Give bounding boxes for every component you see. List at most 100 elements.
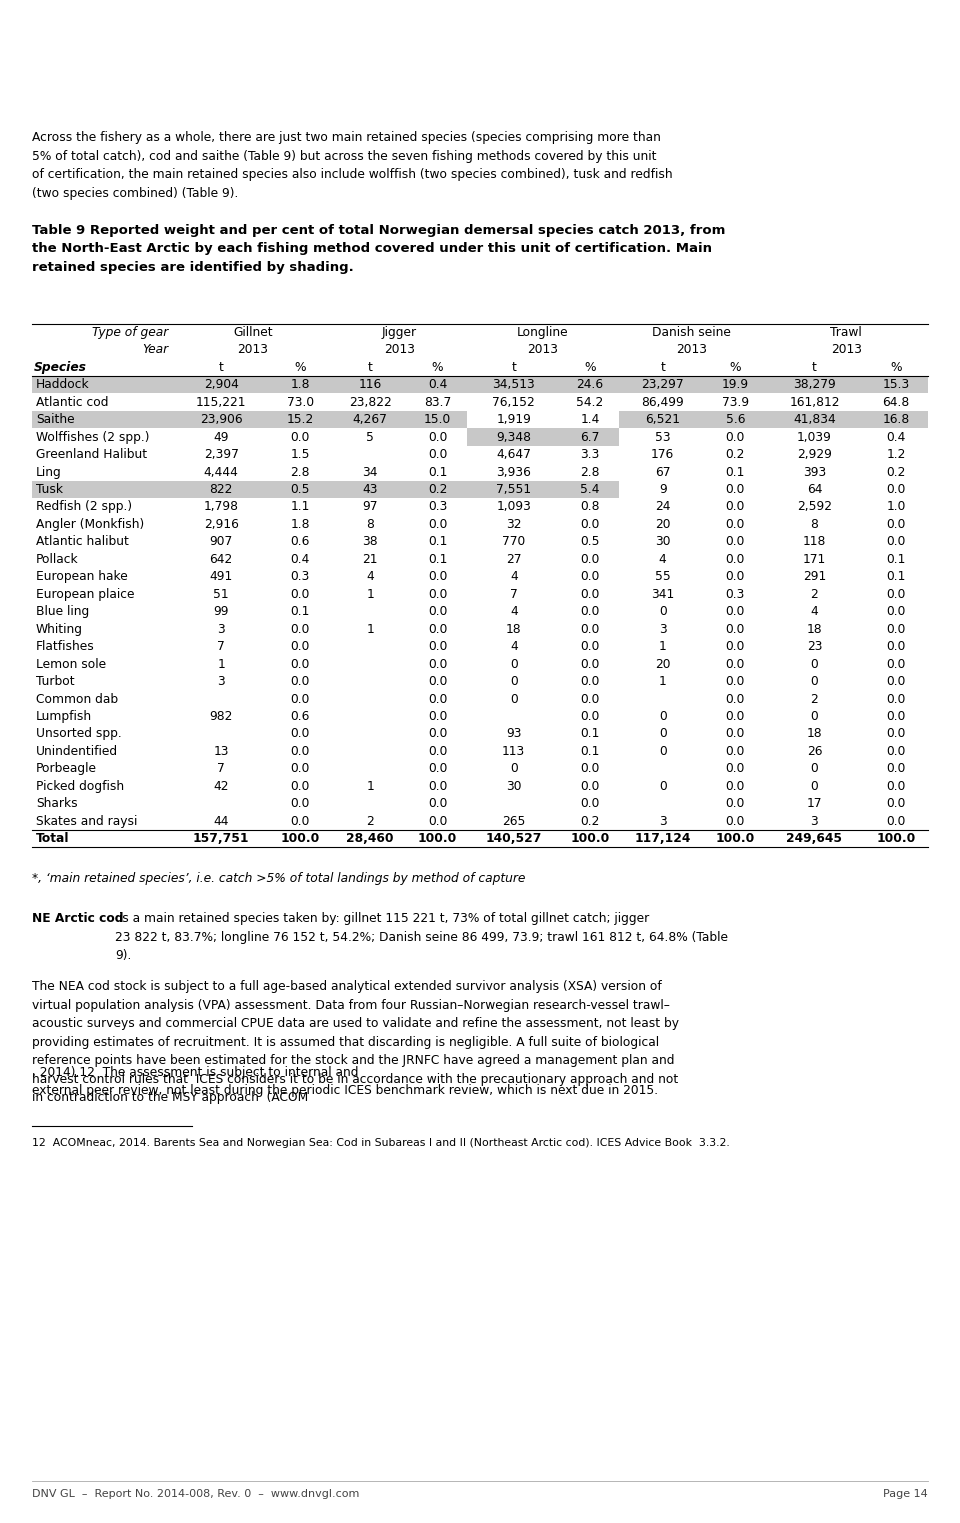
Text: 0.0: 0.0 — [726, 536, 745, 548]
Text: 93: 93 — [506, 728, 521, 740]
Text: 0.0: 0.0 — [726, 763, 745, 775]
Text: 2013: 2013 — [527, 343, 559, 356]
Text: 18: 18 — [806, 623, 823, 635]
Text: 1.4: 1.4 — [581, 413, 600, 426]
Text: 0.4: 0.4 — [291, 553, 310, 567]
Text: Ling: Ling — [36, 466, 61, 478]
Text: 1: 1 — [367, 780, 374, 793]
Text: 0.0: 0.0 — [581, 658, 600, 670]
Text: 6.7: 6.7 — [581, 431, 600, 443]
Text: 0.0: 0.0 — [726, 815, 745, 829]
Text: Flatfishes: Flatfishes — [36, 640, 95, 653]
Text: 770: 770 — [502, 536, 525, 548]
Text: 822: 822 — [209, 483, 233, 496]
Text: 157,751: 157,751 — [193, 832, 250, 845]
Bar — [467, 376, 561, 393]
Text: 0.0: 0.0 — [428, 798, 447, 810]
Text: 23: 23 — [806, 640, 822, 653]
Text: 7,551: 7,551 — [496, 483, 531, 496]
Text: 0.1: 0.1 — [428, 536, 447, 548]
Text: Total: Total — [36, 832, 69, 845]
Text: Sharks: Sharks — [36, 798, 78, 810]
Text: 0.0: 0.0 — [428, 640, 447, 653]
Text: 0.0: 0.0 — [581, 605, 600, 618]
Text: 0: 0 — [510, 763, 517, 775]
Bar — [619, 411, 707, 428]
Text: 117,124: 117,124 — [635, 832, 691, 845]
Text: 0.0: 0.0 — [581, 763, 600, 775]
Bar — [467, 428, 561, 446]
Bar — [561, 481, 619, 498]
Text: t: t — [219, 361, 224, 373]
Text: 6,521: 6,521 — [645, 413, 681, 426]
Text: 0.0: 0.0 — [291, 640, 310, 653]
Text: Atlantic cod: Atlantic cod — [36, 396, 108, 408]
Text: 113: 113 — [502, 745, 525, 758]
Text: 2013: 2013 — [830, 343, 862, 356]
Text: 0.0: 0.0 — [726, 483, 745, 496]
Text: 0.0: 0.0 — [581, 693, 600, 705]
Text: 0.6: 0.6 — [291, 710, 310, 723]
Text: 0.0: 0.0 — [726, 605, 745, 618]
Text: DNV GL  –  Report No. 2014-008, Rev. 0  –  www.dnvgl.com: DNV GL – Report No. 2014-008, Rev. 0 – w… — [32, 1489, 359, 1499]
Bar — [269, 411, 332, 428]
Text: 4: 4 — [659, 553, 666, 567]
Text: t: t — [512, 361, 516, 373]
Bar — [764, 411, 864, 428]
Text: 8: 8 — [810, 518, 818, 532]
Text: 20: 20 — [655, 518, 670, 532]
Text: Blue ling: Blue ling — [36, 605, 89, 618]
Text: 51: 51 — [213, 588, 229, 600]
Text: 97: 97 — [363, 501, 378, 513]
Text: Type of gear: Type of gear — [92, 326, 168, 338]
Text: *, ‘main retained species’, i.e. catch >5% of total landings by method of captur: *, ‘main retained species’, i.e. catch >… — [32, 873, 525, 885]
Text: 19.9: 19.9 — [722, 378, 749, 391]
Text: 1,798: 1,798 — [204, 501, 239, 513]
Text: 2,904: 2,904 — [204, 378, 239, 391]
Text: 0.0: 0.0 — [291, 623, 310, 635]
Text: Atlantic halibut: Atlantic halibut — [36, 536, 129, 548]
Text: 0.0: 0.0 — [291, 798, 310, 810]
Text: 0: 0 — [810, 658, 818, 670]
Text: 0: 0 — [510, 693, 517, 705]
Text: is a main retained species taken by: gillnet 115 221 t, 73% of total gillnet cat: is a main retained species taken by: gil… — [115, 912, 728, 963]
Text: 23,297: 23,297 — [641, 378, 684, 391]
Text: 18: 18 — [506, 623, 521, 635]
Text: 0.0: 0.0 — [428, 588, 447, 600]
Text: 1.8: 1.8 — [291, 378, 310, 391]
Text: 291: 291 — [803, 570, 826, 583]
Text: 1.1: 1.1 — [291, 501, 310, 513]
Text: 3: 3 — [659, 815, 666, 829]
Text: 0.0: 0.0 — [291, 588, 310, 600]
Text: 0.0: 0.0 — [886, 518, 906, 532]
Text: European plaice: European plaice — [36, 588, 134, 600]
Text: 0.0: 0.0 — [886, 815, 906, 829]
Text: NE Arctic cod: NE Arctic cod — [32, 912, 124, 926]
Text: 0.0: 0.0 — [581, 675, 600, 688]
Text: 100.0: 100.0 — [876, 832, 916, 845]
Text: 0.1: 0.1 — [428, 466, 447, 478]
Text: 0.0: 0.0 — [291, 693, 310, 705]
Text: 16.8: 16.8 — [882, 413, 910, 426]
Text: 0.1: 0.1 — [886, 553, 906, 567]
Text: 76,152: 76,152 — [492, 396, 535, 408]
Text: 393: 393 — [803, 466, 826, 478]
Text: Across the fishery as a whole, there are just two main retained species (species: Across the fishery as a whole, there are… — [32, 131, 673, 200]
Text: 26: 26 — [806, 745, 822, 758]
Text: 5: 5 — [367, 431, 374, 443]
Text: 5.4: 5.4 — [580, 483, 600, 496]
Text: Greenland Halibut: Greenland Halibut — [36, 448, 147, 461]
Text: 0.0: 0.0 — [291, 763, 310, 775]
Text: 86,499: 86,499 — [641, 396, 684, 408]
Text: 0.0: 0.0 — [886, 745, 906, 758]
Text: 0.0: 0.0 — [886, 483, 906, 496]
Text: 2013: 2013 — [676, 343, 708, 356]
Text: Species: Species — [34, 361, 86, 373]
Bar — [707, 376, 764, 393]
Bar — [32, 481, 174, 498]
Bar — [174, 376, 269, 393]
Text: 0.0: 0.0 — [428, 763, 447, 775]
Text: Skates and raysi: Skates and raysi — [36, 815, 137, 829]
Text: 0.0: 0.0 — [581, 640, 600, 653]
Text: 1.8: 1.8 — [291, 518, 310, 532]
